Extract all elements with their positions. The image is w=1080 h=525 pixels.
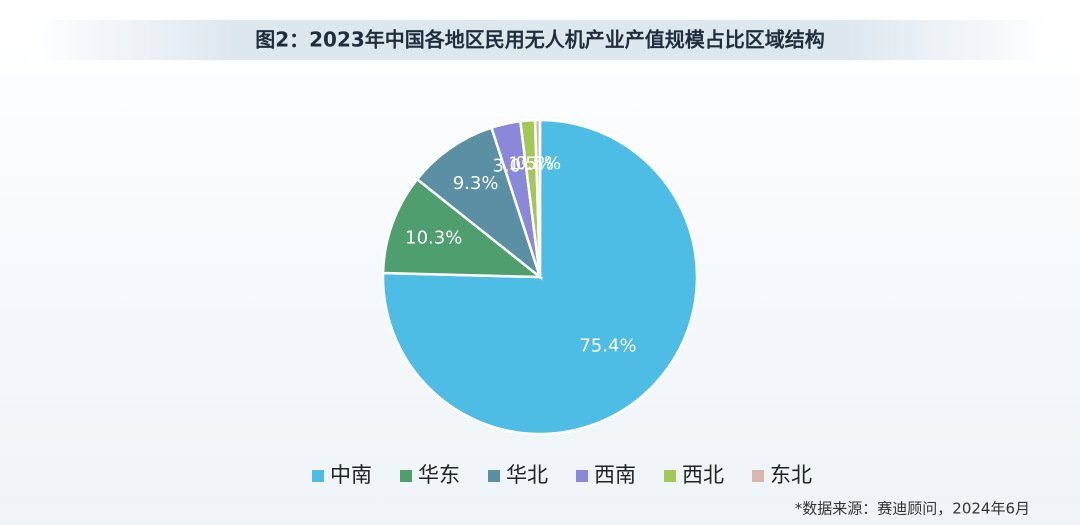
legend-label: 东北: [770, 463, 812, 487]
legend-swatch: [488, 470, 500, 482]
legend-swatch: [576, 470, 588, 482]
data-label: 1.5%: [508, 153, 554, 174]
pie-slice: [415, 126, 543, 281]
legend-swatch: [400, 470, 412, 482]
data-label: 10.3%: [405, 227, 462, 248]
legend-swatch: [312, 470, 324, 482]
pie-slice: [533, 118, 542, 278]
data-label: 75.4%: [579, 336, 636, 357]
data-label: 0.5%: [515, 153, 561, 174]
legend-label: 中南: [330, 463, 372, 487]
data-label: 9.3%: [453, 173, 499, 194]
title-band: [30, 20, 1050, 60]
source-note: *数据来源：赛迪顾问，2024年6月: [795, 500, 1030, 518]
legend-swatch: [664, 470, 676, 482]
legend-label: 华东: [418, 463, 460, 487]
chart-title: 图2：2023年中国各地区民用无人机产业产值规模占比区域结构: [255, 28, 825, 52]
legend-label: 西南: [594, 463, 636, 487]
legend-label: 华北: [506, 463, 548, 487]
pie-slice: [381, 177, 544, 279]
legend-label: 西北: [682, 463, 724, 487]
legend-swatch: [752, 470, 764, 482]
